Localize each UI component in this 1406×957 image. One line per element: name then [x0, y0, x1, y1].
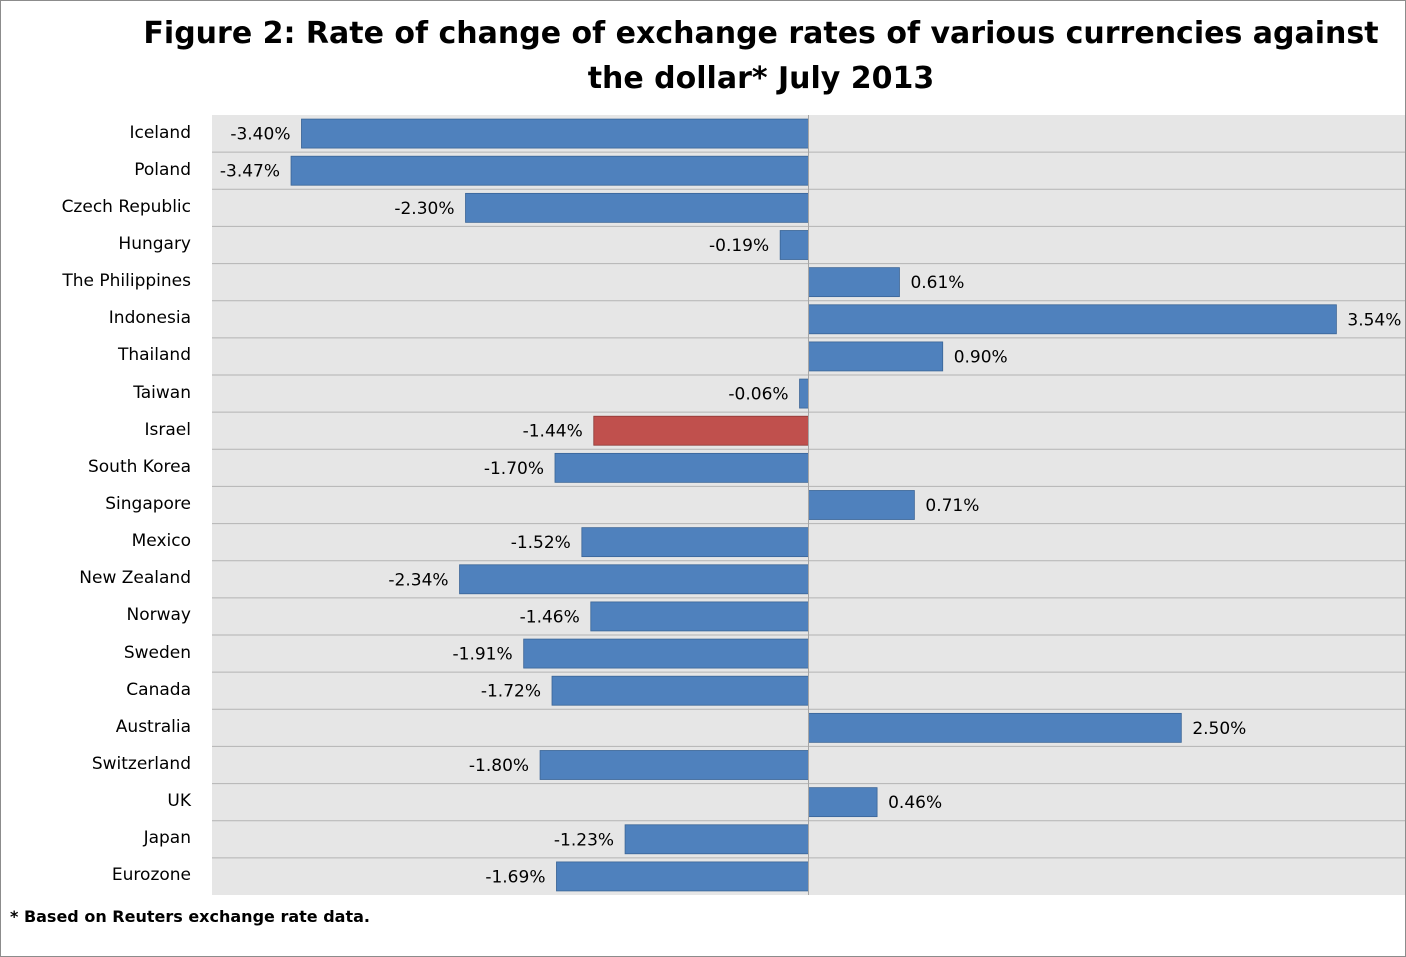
- bar-israel: [593, 415, 809, 446]
- category-label: Taiwan: [133, 382, 191, 403]
- data-label: -0.06%: [728, 385, 788, 405]
- data-label: 0.90%: [954, 347, 1008, 367]
- bar-australia: [808, 712, 1182, 743]
- bar-eurozone: [556, 861, 809, 892]
- category-label: Eurozone: [111, 865, 191, 886]
- category-label: Sweden: [123, 642, 191, 663]
- bar-hungary: [779, 230, 809, 260]
- category-label: New Zealand: [79, 568, 191, 589]
- bar-taiwan: [799, 378, 809, 409]
- data-label: 0.46%: [888, 793, 942, 813]
- bar-singapore: [808, 490, 915, 520]
- bar-canada: [551, 675, 809, 706]
- data-label: -0.19%: [709, 236, 769, 256]
- plot-area: -3.40% -3.47% -2.30% -0.19% 0.61% 3.54% 0.90% -…: [212, 115, 1405, 895]
- bar-czech-republic: [465, 192, 809, 223]
- footnote: * Based on Reuters exchange rate data.: [10, 907, 370, 926]
- category-label: Switzerland: [91, 754, 191, 774]
- bar-uk: [808, 787, 878, 818]
- data-label: -2.30%: [394, 199, 454, 219]
- category-label: Canada: [126, 679, 191, 700]
- data-label: -1.72%: [481, 682, 541, 702]
- data-label: -1.52%: [511, 533, 571, 553]
- data-label: -1.80%: [469, 756, 529, 776]
- category-label: Thailand: [117, 345, 191, 366]
- data-label: -3.40%: [230, 125, 290, 145]
- bar-chart-svg: -3.40% -3.47% -2.30% -0.19% 0.61% 3.54% 0.90% -…: [212, 115, 1405, 895]
- category-label: Mexico: [131, 531, 191, 552]
- category-label: The Philippines: [62, 271, 191, 292]
- category-label: Hungary: [118, 234, 191, 254]
- bar-iceland: [301, 118, 809, 149]
- bar-new-zealand: [459, 564, 809, 595]
- data-label: -1.23%: [554, 830, 614, 850]
- category-label: UK: [167, 791, 191, 812]
- bar-poland: [290, 155, 809, 186]
- data-label: 0.71%: [925, 496, 979, 516]
- data-label: -1.46%: [520, 607, 580, 627]
- chart-title: Figure 2: Rate of change of exchange rat…: [143, 16, 1379, 96]
- category-label: Japan: [143, 828, 191, 849]
- category-label: Singapore: [105, 494, 191, 514]
- category-label: Norway: [126, 605, 192, 626]
- bar-norway: [590, 601, 809, 632]
- bar-the-philippines: [808, 267, 900, 298]
- data-label: 0.61%: [910, 273, 964, 293]
- bar-south-korea: [554, 452, 809, 483]
- bar-switzerland: [539, 750, 809, 780]
- category-label: Czech Republic: [61, 196, 191, 217]
- data-label: -1.70%: [484, 459, 544, 479]
- bar-thailand: [808, 341, 944, 372]
- data-label: 2.50%: [1192, 719, 1246, 739]
- bar-sweden: [523, 638, 809, 669]
- bar-mexico: [581, 527, 809, 558]
- category-label: Israel: [144, 419, 191, 440]
- data-label: -1.44%: [523, 422, 583, 442]
- data-label: 3.54%: [1347, 310, 1401, 330]
- category-label: Poland: [134, 159, 191, 180]
- bar-japan: [624, 824, 809, 855]
- category-label: Australia: [115, 716, 191, 737]
- data-label: -1.91%: [453, 645, 513, 665]
- data-label: -2.34%: [388, 570, 448, 590]
- category-label: South Korea: [87, 456, 191, 477]
- category-label: Iceland: [129, 122, 191, 143]
- bar-indonesia: [808, 304, 1337, 335]
- data-label: -1.69%: [485, 867, 545, 887]
- category-label: Indonesia: [108, 308, 191, 329]
- data-label: -3.47%: [220, 162, 280, 182]
